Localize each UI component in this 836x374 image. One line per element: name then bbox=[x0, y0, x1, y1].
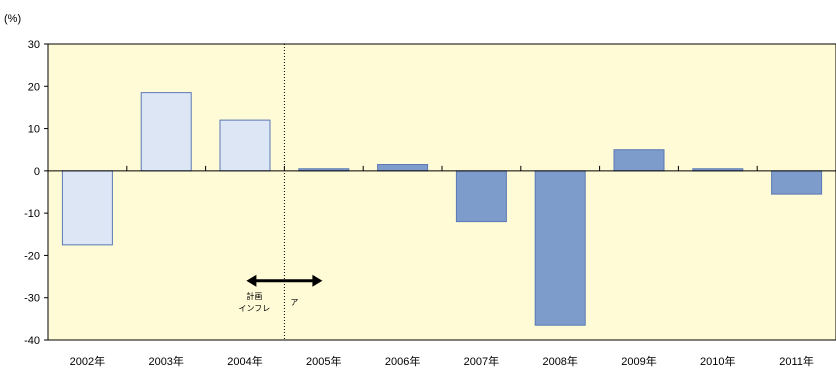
bar bbox=[219, 119, 271, 172]
annotation-left-line1: 計画 bbox=[246, 291, 262, 301]
x-tick-label: 2007年 bbox=[464, 354, 499, 368]
y-tick-label: -20 bbox=[24, 250, 40, 262]
x-tick-label: 2011年 bbox=[779, 354, 814, 368]
y-tick-label: 0 bbox=[34, 166, 40, 178]
bar bbox=[613, 149, 665, 172]
y-tick-label: 10 bbox=[28, 124, 40, 136]
annotation-left-line2: インフレ bbox=[239, 304, 271, 313]
annotation-right-label: ア bbox=[290, 298, 298, 307]
bar bbox=[377, 164, 429, 172]
y-axis: 30 20 10 0 -10 -20 -30 -40 bbox=[24, 39, 48, 347]
arrow-left-head bbox=[246, 274, 257, 287]
bar-series bbox=[61, 92, 823, 326]
bar bbox=[534, 170, 586, 326]
y-tick-label: 20 bbox=[28, 81, 40, 93]
period-annotation: 計画 インフレ ア bbox=[239, 274, 323, 313]
bar bbox=[140, 92, 192, 172]
x-axis: 2002年 2003年 2004年 2005年 2006年 2007年 2008年 2009年… bbox=[70, 165, 814, 368]
plot-area bbox=[47, 43, 836, 341]
x-tick-label: 2010年 bbox=[700, 354, 735, 368]
y-tick-label: -40 bbox=[24, 335, 40, 347]
bar bbox=[771, 170, 823, 195]
y-tick-label: -30 bbox=[24, 293, 40, 305]
y-tick-label: 30 bbox=[28, 39, 40, 51]
x-tick-label: 2009年 bbox=[621, 354, 656, 368]
x-tick-label: 2002年 bbox=[70, 354, 105, 368]
bar bbox=[455, 170, 507, 223]
x-tick-label: 2004年 bbox=[227, 354, 262, 368]
x-tick-label: 2006年 bbox=[385, 354, 420, 368]
x-tick-label: 2003年 bbox=[148, 354, 183, 368]
bar bbox=[61, 170, 113, 246]
unit-label: (%) bbox=[4, 13, 21, 25]
x-tick-label: 2008年 bbox=[542, 354, 577, 368]
y-tick-label: -10 bbox=[24, 208, 40, 220]
x-tick-label: 2005年 bbox=[306, 354, 341, 368]
arrow-right-head bbox=[312, 274, 323, 287]
